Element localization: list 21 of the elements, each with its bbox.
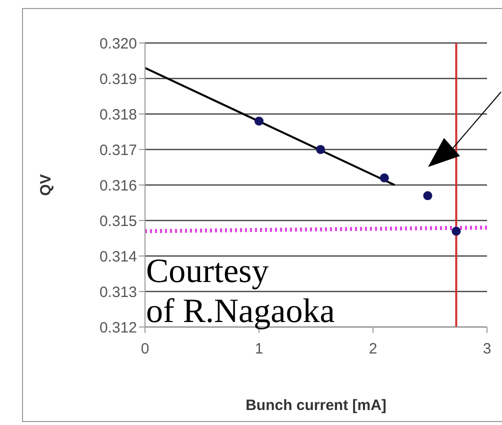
y-tick-label: 0.316 — [99, 177, 137, 194]
annotation: Courtesy of R.Nagaoka — [146, 252, 335, 332]
point — [423, 191, 432, 200]
point — [452, 226, 461, 236]
x-tick-label: 0 — [140, 340, 150, 358]
y-tick-label: 0.313 — [99, 284, 137, 301]
y-tick-label: 0.317 — [99, 142, 137, 159]
point — [380, 173, 389, 182]
y-tick-label: 0.320 — [99, 35, 137, 52]
y-tick-label: 0.318 — [99, 106, 137, 124]
y-tick-label: 0.314 — [99, 248, 137, 266]
point — [254, 116, 264, 126]
x-axis-title: Bunch current [mA] — [246, 397, 386, 414]
y-axis-title: QV — [37, 174, 54, 196]
point — [316, 144, 326, 154]
y-tick-label: 0.315 — [99, 212, 137, 230]
x-tick-label: 1 — [254, 340, 264, 358]
y-tick-label: 0.319 — [99, 70, 137, 88]
x-tick-label: 3 — [482, 340, 492, 358]
x-tick-label: 2 — [368, 340, 378, 358]
y-tick-label: 0.312 — [99, 319, 137, 336]
